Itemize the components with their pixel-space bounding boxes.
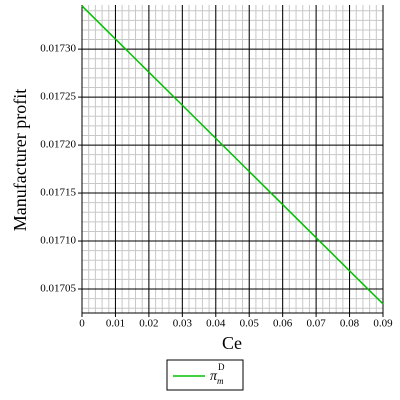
- legend-label-main: π: [210, 369, 218, 384]
- y-tick-label: 0.01710: [40, 235, 76, 247]
- x-tick-label: 0.09: [373, 318, 393, 330]
- x-tick-label: 0.05: [240, 318, 260, 330]
- legend-label-sub: m: [217, 376, 224, 386]
- x-tick-label: 0.01: [106, 318, 125, 330]
- x-tick-label: 0.06: [273, 318, 293, 330]
- legend-box: [166, 359, 244, 391]
- y-axis-label: Manufacturer profit: [10, 89, 30, 231]
- x-tick-label: 0.08: [340, 318, 360, 330]
- data-line: [81, 5, 384, 305]
- x-tick-label: 0: [79, 318, 85, 330]
- x-tick-label: 0.02: [139, 318, 158, 330]
- x-tick-label: 0.03: [173, 318, 193, 330]
- legend-label: πmD: [210, 362, 225, 386]
- x-tick-label: 0.07: [306, 318, 326, 330]
- y-tick-label: 0.01720: [40, 139, 76, 151]
- y-tick-label: 0.01730: [40, 43, 76, 55]
- y-tick-label: 0.01715: [40, 187, 76, 199]
- y-tick-label: 0.01725: [40, 91, 76, 103]
- y-tick-label: 0.01705: [40, 283, 76, 295]
- x-tick-label: 0.04: [206, 318, 226, 330]
- legend-label-sup: D: [218, 362, 225, 372]
- x-axis-label: Ce: [222, 333, 242, 353]
